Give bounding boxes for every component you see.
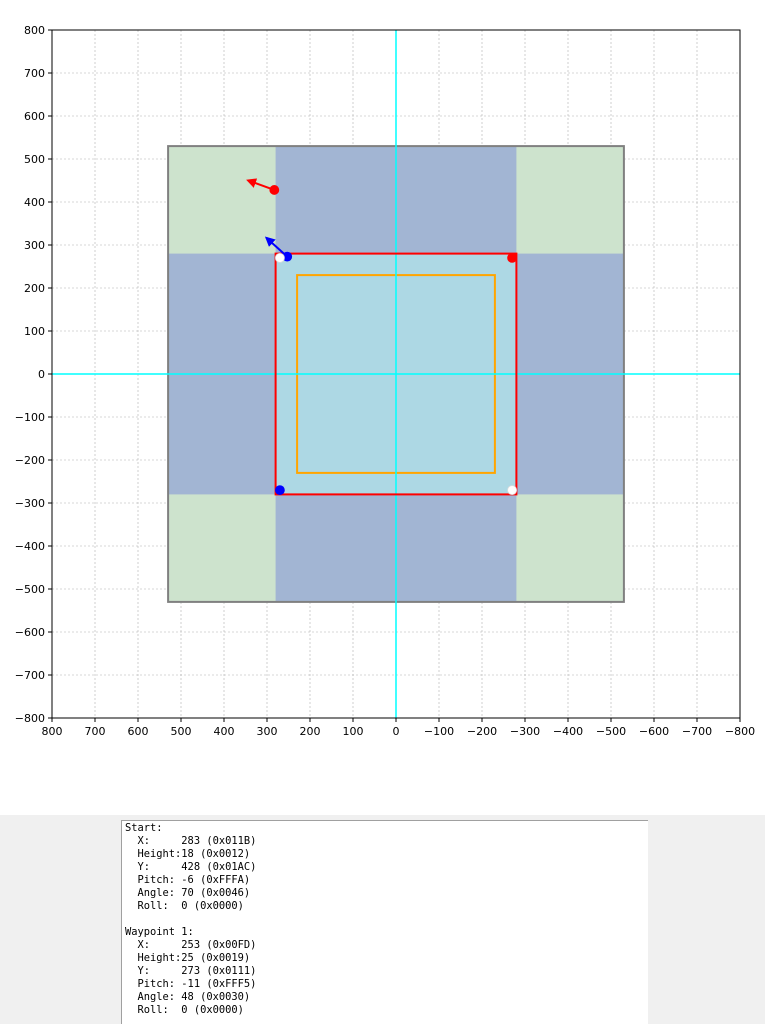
y-tick-label: 800 xyxy=(24,24,45,37)
plot-area: 800 700 600 500 400 300 200 100 0 −100 −200 −300 −40… xyxy=(14,24,756,738)
y-tick-label: −300 xyxy=(15,497,45,510)
y-tick-label: −700 xyxy=(15,669,45,682)
x-tick-label: −800 xyxy=(725,725,755,738)
x-tick-label: 200 xyxy=(300,725,321,738)
output-textbox[interactable]: Start: X: 283 (0x011B) Height:18 (0x0012… xyxy=(121,820,648,1024)
y-tick-label: 200 xyxy=(24,282,45,295)
red-point-marker xyxy=(269,185,280,195)
y-tick-label: 700 xyxy=(24,67,45,80)
red-rectangle xyxy=(274,252,518,496)
red-point-marker xyxy=(507,252,517,263)
y-tick-label: −500 xyxy=(15,583,45,596)
x-tick-label: 800 xyxy=(42,725,63,738)
y-tick-label: 600 xyxy=(24,110,45,123)
x-tick-label: 500 xyxy=(171,725,192,738)
output-line: X: 253 (0x00FD) xyxy=(125,939,257,951)
y-tick-label: 300 xyxy=(24,239,45,252)
y-tick-label: 500 xyxy=(24,153,45,166)
y-tick-label: −100 xyxy=(15,411,45,424)
output-line: Roll: 0 (0x0000) xyxy=(125,1004,244,1016)
white-point-marker xyxy=(274,252,285,263)
output-line: Height:25 (0x0019) xyxy=(125,952,251,964)
x-tick-label: 300 xyxy=(257,725,278,738)
output-line: Pitch: -6 (0xFFFA) xyxy=(125,874,251,886)
x-tick-label: −600 xyxy=(639,725,669,738)
y-tick-label: −800 xyxy=(15,712,45,725)
output-line xyxy=(125,913,645,926)
output-line: Roll: 0 (0x0000) xyxy=(125,900,244,912)
output-line: Y: 273 (0x0111) xyxy=(125,965,257,977)
x-tick-label: −500 xyxy=(596,725,626,738)
y-tick-label: 100 xyxy=(24,325,45,338)
x-tick-label: 600 xyxy=(128,725,149,738)
x-tick-label: −200 xyxy=(467,725,497,738)
output-line: Start: xyxy=(125,822,163,834)
x-tick-label: −300 xyxy=(510,725,540,738)
output-line: Waypoint 1: xyxy=(125,926,194,938)
x-tick-label: 100 xyxy=(343,725,364,738)
y-tick-label: 0 xyxy=(38,368,45,381)
output-line: Angle: 48 (0x0030) xyxy=(125,991,251,1003)
y-tick-label: −600 xyxy=(15,626,45,639)
y-tick-label: −400 xyxy=(15,540,45,553)
x-tick-label: −400 xyxy=(553,725,583,738)
output-line: Angle: 70 (0x0046) xyxy=(125,887,251,899)
white-point-marker xyxy=(507,485,517,496)
output-line: Y: 428 (0x01AC) xyxy=(125,861,257,873)
bottom-panel: Start: X: 283 (0x011B) Height:18 (0x0012… xyxy=(0,815,765,1024)
blue-point-marker xyxy=(274,485,285,496)
y-tick-label: 400 xyxy=(24,196,45,209)
x-tick-label: 700 xyxy=(85,725,106,738)
x-tick-label: −700 xyxy=(682,725,712,738)
x-tick-label: 400 xyxy=(214,725,235,738)
x-tick-label: 0 xyxy=(393,725,400,738)
output-line: Height:18 (0x0012) xyxy=(125,848,251,860)
map-chart: 800 700 600 500 400 300 200 100 0 −100 −200 −300 −40… xyxy=(15,24,755,738)
output-line: X: 283 (0x011B) xyxy=(125,835,257,847)
x-tick-label: −100 xyxy=(424,725,454,738)
y-tick-label: −200 xyxy=(15,454,45,467)
output-line: Pitch: -11 (0xFFF5) xyxy=(125,978,257,990)
